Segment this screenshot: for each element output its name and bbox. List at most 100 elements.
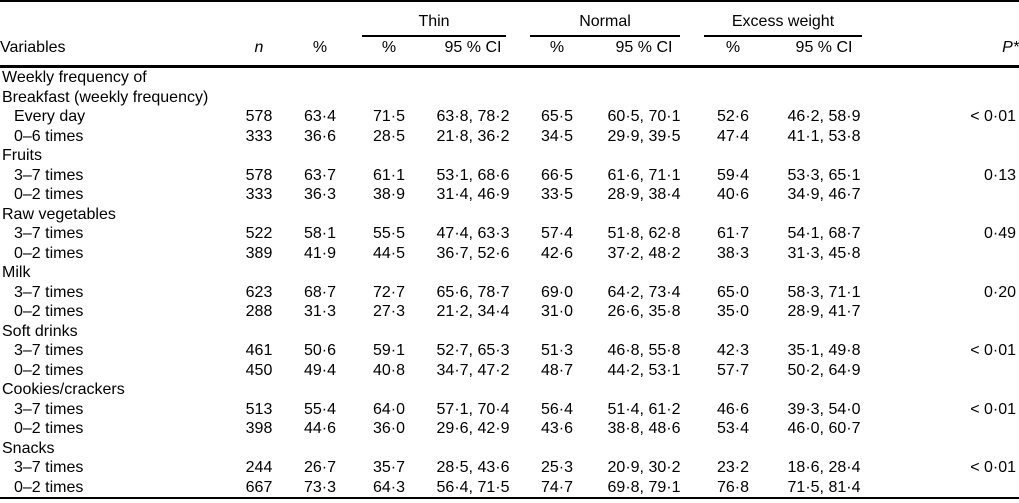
cell-pct: 63·4 [303, 108, 337, 125]
cell-normal-ci: 37·2, 48·2 [607, 244, 681, 262]
cell-thin-pct: 71·5 [372, 108, 406, 125]
section-label: Weekly frequency of [2, 69, 147, 86]
row-label: Every day [14, 108, 86, 125]
section-label: Breakfast (weekly frequency) [2, 88, 209, 106]
row-label: 0–2 times [14, 420, 84, 437]
cell-normal-pct: 42·6 [540, 244, 574, 262]
cell-pct: 36·3 [303, 186, 337, 203]
cell-n: 522 [245, 225, 273, 242]
cell-thin-pct: 61·1 [372, 166, 406, 184]
cell-pct: 36·6 [303, 127, 337, 145]
cell-excess-pct: 53·4 [716, 420, 750, 437]
group-header-excess-weight: Excess weight [692, 1, 874, 37]
section-row: Breakfast (weekly frequency) [0, 88, 1019, 108]
group-header-row: Thin Normal Excess weight [0, 1, 1019, 37]
cell-normal-ci: 64·2, 73·4 [607, 283, 681, 301]
cell-pct: 50·6 [303, 342, 337, 359]
section-row: Snacks [0, 439, 1019, 459]
section-row: Milk [0, 263, 1019, 283]
cell-thin-pct: 27·3 [372, 303, 406, 320]
table-row: 0–2 times 450 49·4 40·8 34·7, 47·2 48·7 44·2, … [0, 361, 1019, 381]
row-label: 3–7 times [14, 459, 84, 476]
col-header-thin-ci: 95 % CI [428, 37, 518, 68]
cell-thin-pct: 64·0 [372, 400, 406, 418]
group-label-excess-weight: Excess weight [704, 13, 863, 37]
cell-thin-ci: 52·7, 65·3 [436, 342, 510, 359]
section-row: Weekly frequency of [0, 67, 1019, 88]
group-header-normal: Normal [518, 1, 692, 37]
cell-n: 389 [245, 244, 273, 262]
cell-thin-ci: 63·8, 78·2 [436, 108, 510, 125]
section-label: Milk [2, 264, 31, 281]
cell-pct: 58·1 [303, 225, 337, 242]
cell-thin-ci: 29·6, 42·9 [436, 420, 510, 437]
cell-excess-ci: 46·0, 60·7 [787, 420, 861, 437]
cell-normal-ci: 69·8, 79·1 [607, 478, 681, 496]
section-label: Fruits [2, 147, 42, 164]
table-row: 0–2 times 288 31·3 27·3 21·2, 34·4 31·0 26·6, … [0, 302, 1019, 322]
cell-pct: 26·7 [303, 459, 337, 476]
row-label: 0–2 times [14, 478, 84, 496]
cell-excess-pct: 61·7 [716, 225, 750, 242]
cell-normal-ci: 51·8, 62·8 [607, 225, 681, 242]
cell-normal-ci: 20·9, 30·2 [607, 459, 681, 476]
cell-normal-ci: 38·8, 48·6 [607, 420, 681, 437]
cell-normal-ci: 60·5, 70·1 [607, 108, 681, 125]
cell-excess-pct: 23·2 [716, 459, 750, 476]
cell-thin-ci: 21·2, 34·4 [436, 303, 510, 320]
section-row: Soft drinks [0, 322, 1019, 342]
col-header-excess-ci: 95 % CI [774, 37, 875, 68]
cell-p [874, 244, 1019, 264]
cell-excess-ci: 53·3, 65·1 [787, 166, 861, 184]
cell-n: 244 [245, 459, 273, 476]
cell-excess-ci: 35·1, 49·8 [787, 342, 861, 359]
cell-thin-pct: 64·3 [372, 478, 406, 496]
cell-excess-ci: 71·5, 81·4 [787, 478, 861, 496]
cell-normal-pct: 66·5 [540, 166, 574, 184]
cell-n: 623 [245, 283, 273, 301]
cell-p [874, 478, 1019, 499]
cell-excess-ci: 28·9, 41·7 [787, 303, 861, 320]
cell-p [874, 127, 1019, 147]
cell-thin-pct: 59·1 [372, 342, 406, 359]
col-header-normal-ci: 95 % CI [596, 37, 692, 68]
cell-n: 333 [245, 127, 273, 145]
cell-normal-pct: 57·4 [540, 225, 574, 242]
cell-pct: 73·3 [303, 478, 337, 496]
cell-thin-pct: 36·0 [372, 420, 406, 437]
table-row: 3–7 times 244 26·7 35·7 28·5, 43·6 25·3 20·9, … [0, 458, 1019, 478]
col-header-n: n [228, 37, 290, 68]
cell-n: 578 [245, 166, 273, 184]
cell-normal-pct: 65·5 [540, 108, 574, 125]
cell-thin-ci: 47·4, 63·3 [436, 225, 510, 242]
cell-excess-pct: 52·6 [716, 108, 750, 125]
cell-n: 513 [245, 400, 273, 418]
cell-normal-pct: 43·6 [540, 420, 574, 437]
cell-thin-ci: 65·6, 78·7 [436, 283, 510, 301]
table-row: 3–7 times 522 58·1 55·5 47·4, 63·3 57·4 51·8, … [0, 224, 1019, 244]
cell-excess-pct: 40·6 [716, 186, 750, 203]
section-row: Raw vegetables [0, 205, 1019, 225]
column-header-row: Variables n % % 95 % CI % 95 % CI % 95 %… [0, 37, 1019, 68]
section-row: Fruits [0, 146, 1019, 166]
group-header-thin: Thin [350, 1, 518, 37]
row-label: 0–2 times [14, 303, 84, 320]
cell-normal-ci: 28·9, 38·4 [607, 186, 681, 203]
cell-excess-ci: 54·1, 68·7 [787, 225, 861, 242]
cell-normal-ci: 44·2, 53·1 [607, 361, 681, 379]
col-header-thin-pct: % [350, 37, 428, 68]
col-header-p-value: P* [874, 37, 1019, 68]
cell-n: 288 [245, 303, 273, 320]
cell-excess-ci: 39·3, 54·0 [787, 400, 861, 418]
cell-normal-pct: 69·0 [540, 283, 574, 301]
cell-normal-ci: 29·9, 39·5 [607, 127, 681, 145]
cell-normal-pct: 25·3 [540, 459, 574, 476]
row-label: 3–7 times [14, 225, 84, 242]
cell-normal-pct: 56·4 [540, 400, 574, 418]
cell-excess-ci: 58·3, 71·1 [787, 283, 861, 301]
cell-excess-pct: 59·4 [716, 166, 750, 184]
cell-pct: 41·9 [303, 244, 337, 262]
cell-n: 450 [245, 361, 273, 379]
cell-excess-pct: 42·3 [716, 342, 750, 359]
